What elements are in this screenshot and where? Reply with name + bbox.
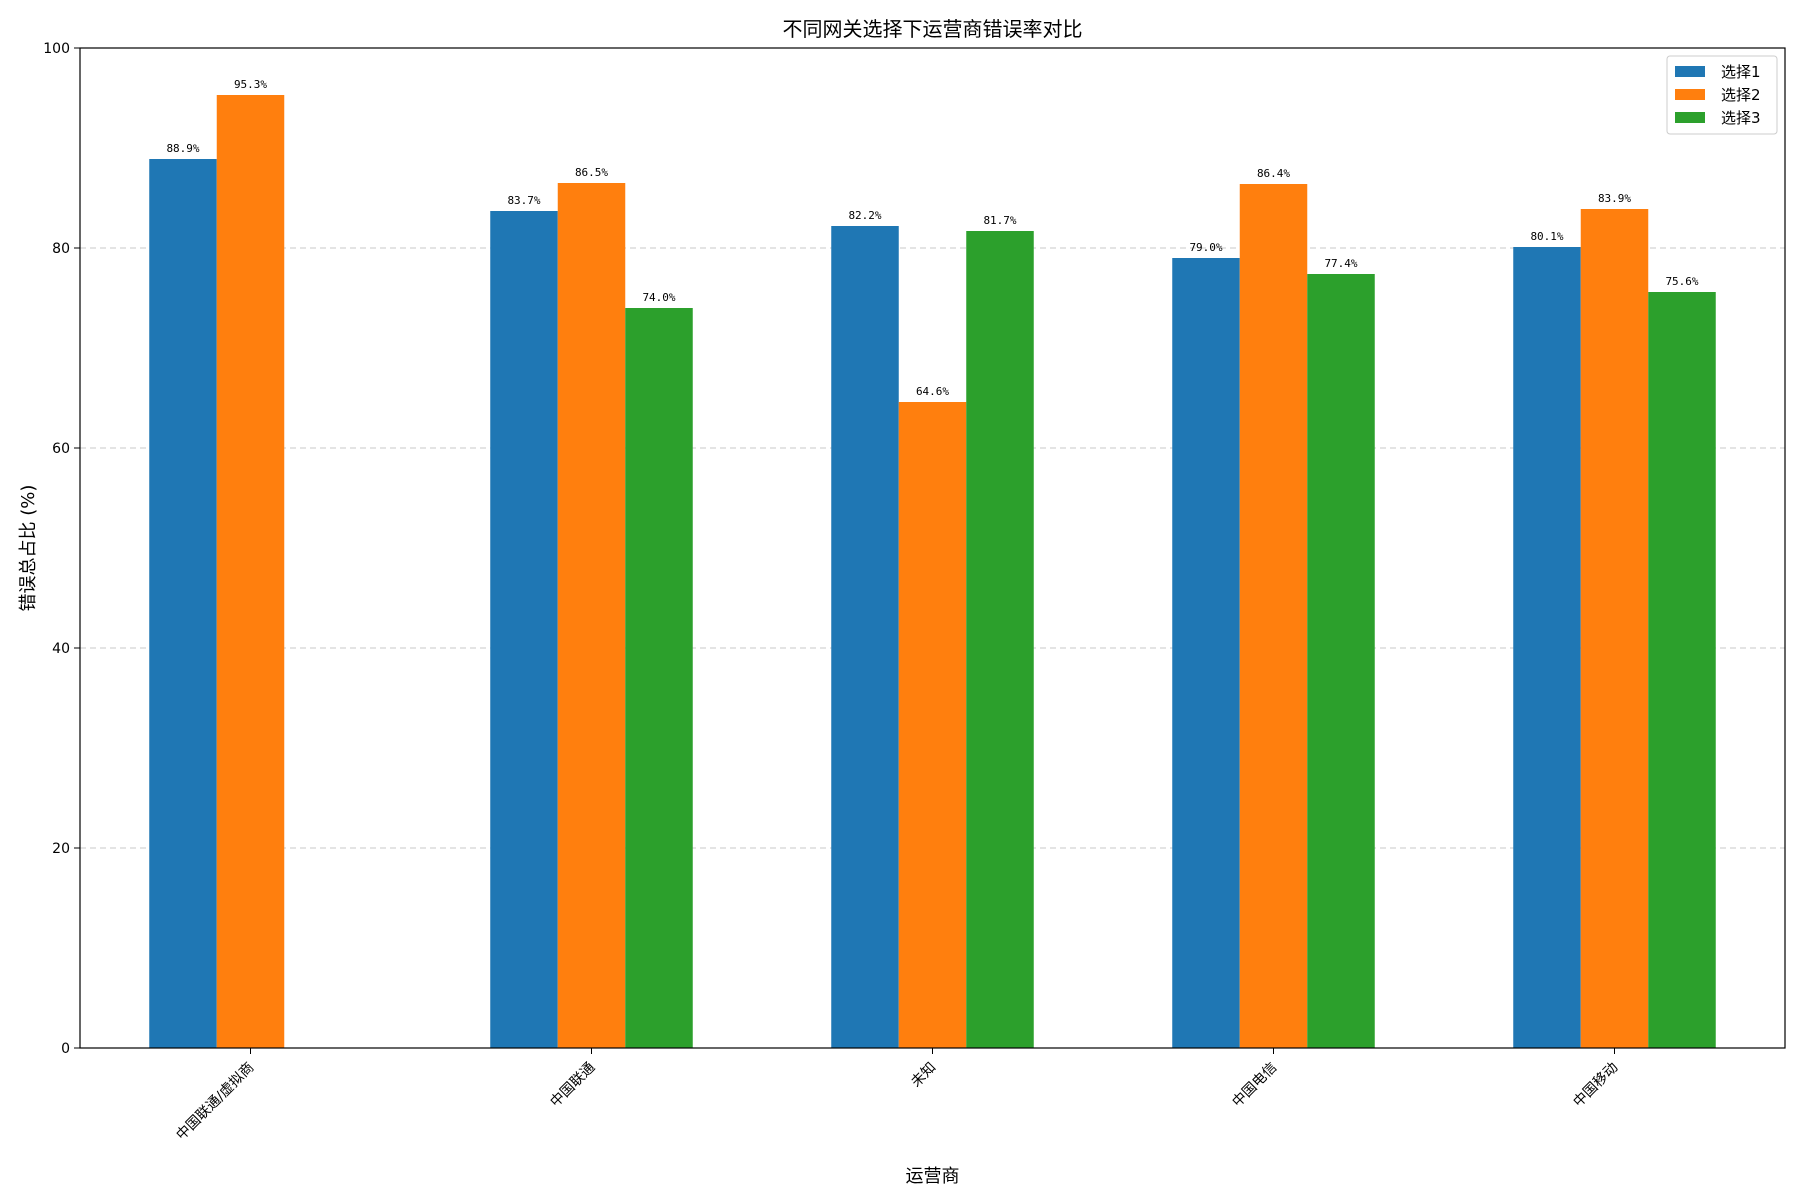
legend: 选择1 选择2 选择3: [1666, 55, 1778, 135]
y-tick-label: 80: [52, 241, 70, 257]
x-tick-label: 中国联通/虚拟商: [173, 1060, 257, 1144]
legend-label: 选择2: [1721, 86, 1761, 104]
bar-value-label: 80.1%: [1530, 230, 1563, 243]
y-tick-label: 20: [52, 841, 70, 857]
legend-label: 选择3: [1721, 109, 1761, 127]
x-axis: 中国联通/虚拟商 中国联通 未知 中国电信 中国移动: [173, 1048, 1621, 1143]
bar: [1580, 209, 1649, 1048]
bar-value-label: 75.6%: [1665, 275, 1698, 288]
bar-value-label: 79.0%: [1189, 241, 1222, 254]
x-tick-label: 中国移动: [1570, 1060, 1621, 1111]
legend-swatch: [1675, 89, 1705, 100]
legend-label: 选择1: [1721, 63, 1761, 81]
bar-value-label: 74.0%: [642, 291, 675, 304]
bar: [831, 226, 899, 1048]
bar-value-label: 83.9%: [1598, 192, 1631, 205]
bar: [149, 159, 217, 1048]
bar: [1648, 292, 1716, 1048]
bar: [1239, 184, 1308, 1048]
bars: [149, 95, 1716, 1048]
x-axis-title: 运营商: [906, 1166, 960, 1187]
data-labels: 88.9% 95.3% 83.7% 86.5% 74.0% 82.2% 64.6% 81.7%…: [166, 78, 1698, 398]
x-tick-label: 中国联通: [547, 1060, 598, 1111]
y-tick-label: 60: [52, 441, 70, 457]
bar: [557, 183, 626, 1048]
legend-swatch: [1675, 112, 1705, 123]
chart-title: 不同网关选择下运营商错误率对比: [783, 17, 1083, 41]
bar-value-label: 88.9%: [166, 142, 199, 155]
y-tick-label: 0: [61, 1041, 70, 1057]
bar: [490, 211, 558, 1048]
x-tick-label: 中国电信: [1229, 1060, 1280, 1111]
bar: [1513, 247, 1581, 1048]
bar-value-label: 86.4%: [1257, 167, 1290, 180]
bar: [1307, 274, 1375, 1048]
bar-value-label: 64.6%: [916, 385, 949, 398]
x-tick-label: 未知: [908, 1059, 940, 1091]
y-axis: 0 20 40 60 80 100: [43, 41, 80, 1057]
y-axis-title: 错误总占比 (%): [18, 485, 39, 612]
bar-value-label: 83.7%: [507, 194, 540, 207]
bar-value-label: 82.2%: [848, 209, 881, 222]
bar: [625, 308, 693, 1048]
y-tick-label: 100: [43, 41, 70, 57]
bar: [966, 231, 1034, 1048]
y-tick-label: 40: [52, 641, 70, 657]
bar: [898, 402, 967, 1048]
bar-value-label: 95.3%: [234, 78, 267, 91]
bar: [1172, 258, 1240, 1048]
bar-value-label: 77.4%: [1324, 257, 1357, 270]
bar-value-label: 81.7%: [983, 214, 1016, 227]
bar-value-label: 86.5%: [575, 166, 608, 179]
legend-swatch: [1675, 66, 1705, 77]
bar: [216, 95, 285, 1048]
